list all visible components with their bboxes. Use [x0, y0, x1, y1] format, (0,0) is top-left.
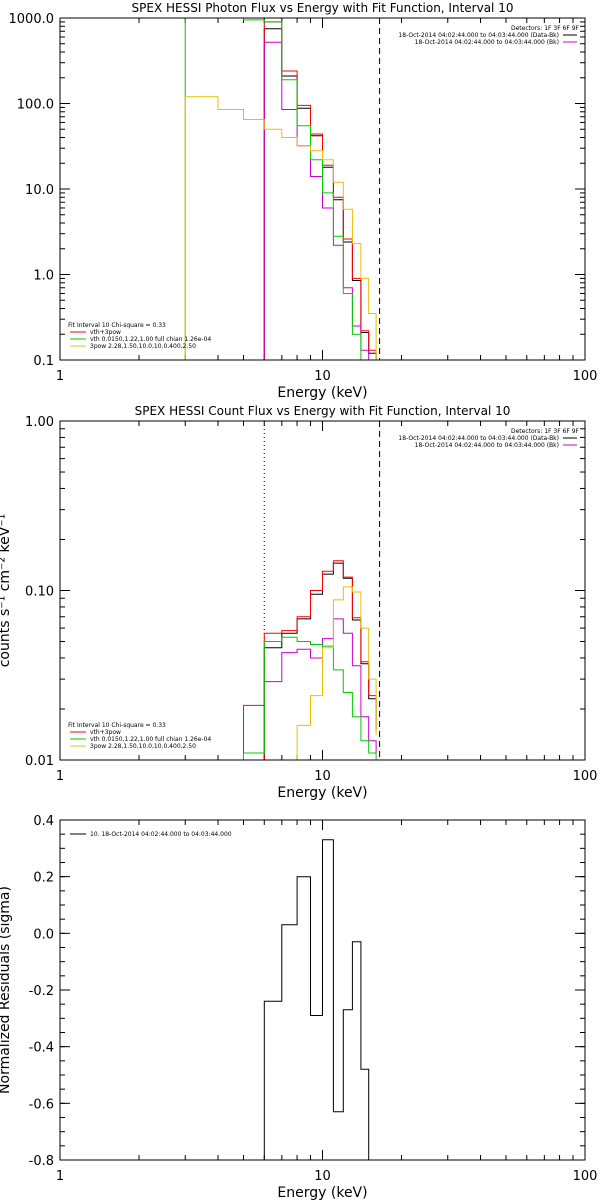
legend-left-entry: 10. 18-Oct-2014 04:02:44.000 to 04:03:44…	[90, 831, 232, 838]
legend-right-entry: 18-Oct-2014 04:02:44.000 to 04:03:44.000…	[415, 442, 559, 449]
plot-frame	[59, 420, 586, 761]
y-tick-label: 100.0	[17, 98, 54, 113]
y-tick-label: 0.10	[25, 585, 54, 600]
y-tick-label: 0.01	[25, 754, 54, 769]
legend-right-entry: Detectors: 1F 3F 6F 9F	[511, 428, 580, 435]
x-axis-label: Energy (keV)	[277, 385, 367, 401]
y-tick-label: 0.1	[33, 354, 54, 369]
y-tick-label: 10.0	[25, 183, 54, 198]
x-tick-label: 10	[314, 1169, 331, 1184]
y-tick-label: 1.0	[33, 269, 54, 284]
x-tick-label: 100	[573, 369, 598, 384]
y-axis-label: counts s⁻¹ cm⁻² keV⁻¹	[0, 514, 13, 668]
y-axis-label: Normalized Residuals (sigma)	[0, 886, 13, 1094]
x-tick-label: 1	[56, 1169, 64, 1184]
y-tick-label: 1.00	[25, 415, 54, 430]
legend-left-entry: vth 0.0150,1.22,1.00 full chian 1.26e-04	[90, 336, 211, 343]
x-axis-label: Energy (keV)	[277, 785, 367, 801]
chart-title: SPEX HESSI Count Flux vs Energy with Fit…	[135, 404, 511, 418]
y-tick-label: -0.8	[29, 1154, 54, 1169]
data-layer	[263, 839, 380, 1160]
plot-frame	[59, 819, 586, 1161]
legend-left-entry: Fit Interval 10 Chi-square = 0.33	[68, 722, 166, 729]
legend-left-entry: vth 0.0150,1.22,1.00 full chian 1.26e-04	[90, 736, 211, 743]
data-layer	[243, 421, 381, 760]
x-tick-label: 100	[573, 769, 598, 784]
legend-left-entry: vth+3pow	[90, 729, 121, 736]
histogram-series	[243, 618, 377, 760]
legend-left-entry: 3pow 2.28,1.50,10.0,10.0,400,2.50	[90, 343, 196, 350]
histogram-series	[263, 562, 377, 760]
y-tick-label: 0.0	[33, 927, 54, 942]
y-tick-label: 0.4	[33, 814, 54, 829]
legend-left-entry: vth+3pow	[90, 329, 121, 336]
legend-left-entry: 3pow 2.28,1.50,10.0,10.0,400,2.50	[90, 743, 196, 750]
x-tick-label: 100	[573, 1169, 598, 1184]
x-tick-label: 1	[56, 369, 64, 384]
histogram-series	[263, 28, 377, 360]
y-tick-label: -0.4	[29, 1041, 54, 1056]
legend-right-entry: 18-Oct-2014 04:02:44.000 to 04:03:44.000…	[398, 32, 559, 39]
data-layer	[184, 18, 381, 360]
x-tick-label: 10	[314, 369, 331, 384]
panel-photon: SPEX HESSI Photon Flux vs Energy with Fi…	[9, 1, 598, 401]
legend-right-entry: 18-Oct-2014 04:02:44.000 to 04:03:44.000…	[415, 39, 559, 46]
histogram-series	[263, 839, 380, 1160]
x-axis-label: Energy (keV)	[277, 1185, 367, 1200]
y-tick-label: -0.6	[29, 1097, 54, 1112]
histogram-series	[263, 41, 377, 360]
y-tick-label: -0.2	[29, 984, 54, 999]
histogram-series	[184, 96, 377, 360]
plot-frame	[59, 17, 586, 361]
panel-residuals: 1 10 100 -0.8 -0.6 -0.4 -0.2 0.0 0.2 0.4 Energy (k…	[0, 814, 597, 1200]
legend-right-entry: Detectors: 1F 3F 6F 9F	[511, 25, 580, 32]
y-tick-label: 1000.0	[9, 12, 55, 27]
histogram-series	[263, 560, 377, 760]
histogram-series	[264, 586, 377, 760]
x-tick-label: 1	[56, 769, 64, 784]
histogram-series	[263, 21, 377, 360]
histogram-series	[184, 18, 369, 360]
panel-count: SPEX HESSI Count Flux vs Energy with Fit…	[0, 404, 597, 801]
x-tick-label: 10	[314, 769, 331, 784]
legend-left-entry: Fit Interval 10 Chi-square = 0.33	[68, 322, 166, 329]
y-tick-label: 0.2	[33, 871, 54, 886]
chart-title: SPEX HESSI Photon Flux vs Energy with Fi…	[132, 1, 514, 15]
histogram-series	[243, 636, 377, 760]
legend-right-entry: 18-Oct-2014 04:02:44.000 to 04:03:44.000…	[398, 435, 559, 442]
